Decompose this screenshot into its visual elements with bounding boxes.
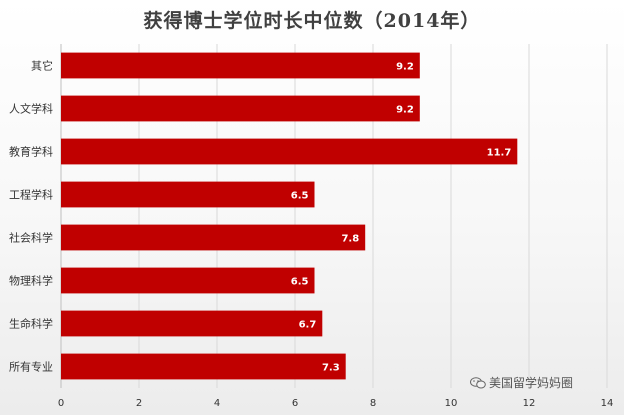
data-label: 6.7 [299,320,317,331]
bar [61,95,420,122]
data-label: 9.2 [396,105,414,116]
category-label: 生命科学 [9,317,53,331]
x-tick-label: 2 [136,398,142,409]
category-label: 社会科学 [9,231,53,245]
bar [61,353,346,380]
bar [61,224,366,251]
x-tick-label: 12 [523,398,536,409]
bar [61,138,518,165]
category-label: 其它 [31,59,53,73]
data-label: 6.5 [291,277,309,288]
category-label: 物理科学 [9,274,53,288]
watermark: 美国留学妈妈圈 [470,374,573,391]
category-label: 所有专业 [9,360,53,374]
watermark-text: 美国留学妈妈圈 [489,376,574,390]
chart-title: 获得博士学位时长中位数（2014年） [143,10,481,32]
x-tick-label: 6 [292,398,298,409]
category-label: 教育学科 [9,145,53,159]
category-label: 工程学科 [9,188,53,202]
data-label: 7.3 [322,363,340,374]
data-label: 7.8 [341,234,359,245]
bar [61,52,420,79]
category-label: 人文学科 [9,102,53,116]
wechat-icon [470,376,486,388]
x-tick-label: 14 [601,398,614,409]
x-tick-label: 10 [445,398,458,409]
bar [61,267,315,294]
bar [61,181,315,208]
data-label: 11.7 [487,148,512,159]
data-label: 9.2 [396,62,414,73]
bar [61,310,323,337]
x-tick-label: 4 [214,398,220,409]
data-label: 6.5 [291,191,309,202]
x-tick-label: 8 [370,398,376,409]
x-tick-label: 0 [58,398,64,409]
